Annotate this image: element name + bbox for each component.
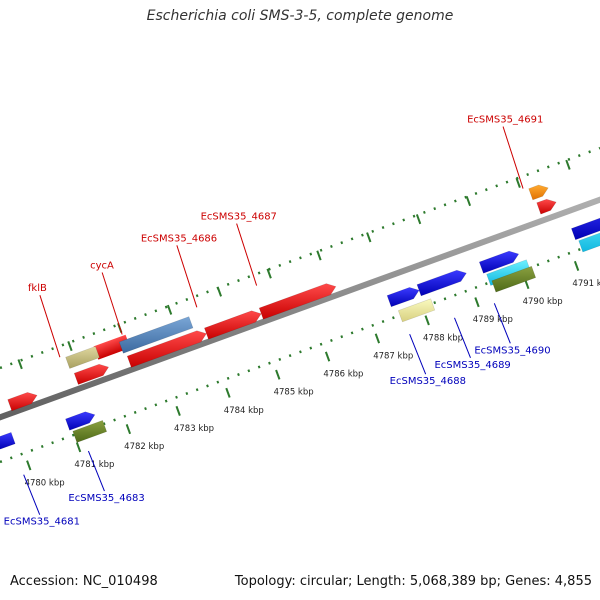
gene-arrow: [536, 198, 557, 215]
genome-backbone: [0, 196, 600, 421]
upper-tick-mark: [17, 359, 23, 370]
gene-label: EcSMS35_4687: [201, 212, 277, 223]
gene-arrow: [528, 184, 549, 201]
reverse-track-dots: [0, 240, 600, 464]
kbp-tick-label: 4791 kbp: [572, 279, 600, 289]
gene-label: EcSMS35_4683: [68, 493, 144, 504]
upper-tick-mark: [465, 195, 472, 207]
kbp-tick-label: 4780 kbp: [25, 478, 65, 488]
kbp-tick-label: 4790 kbp: [523, 297, 563, 307]
upper-tick-mark: [216, 286, 223, 297]
leader-line: [409, 333, 427, 375]
leader-line: [502, 126, 524, 189]
kbp-tick-mark: [374, 333, 381, 344]
gene-arrow: [258, 283, 337, 320]
upper-tick-mark: [565, 159, 571, 170]
leader-line: [236, 223, 258, 286]
gene-arrow: [118, 316, 194, 354]
gene-label: EcSMS35_4691: [467, 115, 543, 126]
gene-arrow: [386, 287, 420, 308]
topology-summary: Topology: circular; Length: 5,068,389 bp…: [234, 574, 592, 589]
gene-arrow: [65, 411, 96, 431]
upper-tick-mark: [415, 214, 422, 225]
gene-arrow: [72, 420, 108, 443]
gene-label: EcSMS35_4689: [434, 360, 510, 371]
gene-arrow: [478, 250, 520, 274]
kbp-tick-mark: [324, 351, 331, 362]
kbp-tick-mark: [175, 405, 181, 416]
kbp-tick-label: 4789 kbp: [473, 315, 513, 325]
kbp-tick-mark: [225, 387, 231, 398]
leader-line: [87, 450, 105, 492]
kbp-tick-label: 4787 kbp: [373, 351, 413, 361]
forward-genes: [93, 334, 131, 360]
gene-arrow: [204, 310, 262, 340]
upper-tick-mark: [316, 250, 322, 261]
leader-line: [101, 272, 123, 335]
gene-arrow: [126, 330, 207, 368]
leader-line: [493, 303, 511, 344]
gene-arrow: [73, 363, 110, 385]
kbp-tick-mark: [75, 442, 82, 453]
gene-label: EcSMS35_4681: [4, 517, 80, 528]
gene-label: EcSMS35_4686: [141, 233, 217, 244]
gene-label: cycA: [90, 261, 114, 272]
leader-line: [23, 474, 41, 515]
gene-arrow: [491, 265, 537, 293]
gene-red-arrow: [93, 334, 131, 360]
gene-label: EcSMS35_4688: [390, 376, 466, 387]
map-title: Escherichia coli SMS-3-5, complete genom…: [146, 8, 454, 24]
gene-arrow: [578, 232, 600, 253]
gene-labels: fklB cycA EcSMS35_4686 EcSMS35_4687 EcSMS35_…: [4, 115, 551, 528]
leader-line: [454, 317, 471, 359]
gene-features: [0, 184, 600, 450]
gene-arrow: [65, 346, 100, 369]
kbp-tick-mark: [26, 460, 32, 471]
kbp-tick-label: 4783 kbp: [174, 424, 214, 434]
kbp-tick-label: 4788 kbp: [423, 333, 463, 343]
kbp-tick-mark: [125, 424, 132, 435]
upper-tick-mark: [366, 232, 372, 243]
gene-arrow: [397, 298, 436, 323]
upper-tick-mark: [266, 268, 272, 279]
leader-line: [176, 245, 198, 308]
kbp-tick-mark: [474, 297, 480, 308]
upper-tick-mark: [67, 341, 73, 352]
gene-arrow: [416, 269, 467, 297]
gene-label: EcSMS35_4690: [474, 345, 550, 356]
forward-track-dots: [0, 146, 600, 370]
kbp-tick-label: 4782 kbp: [124, 442, 164, 452]
gene-arrow: [571, 217, 600, 241]
accession-text: Accession: NC_010498: [10, 574, 158, 589]
label-leader-lines: [23, 126, 524, 515]
gene-arrow: [7, 392, 38, 412]
kbp-tick-label: 4785 kbp: [274, 388, 314, 398]
kbp-tick-label: 4786 kbp: [323, 370, 363, 380]
kbp-tick-mark: [424, 315, 430, 326]
upper-tick-mark: [515, 177, 521, 188]
gene-arrow: [0, 432, 16, 450]
kbp-tick-mark: [275, 369, 281, 380]
gene-label: fklB: [28, 283, 47, 294]
upper-tick-mark: [166, 304, 173, 315]
kbp-tick-mark: [573, 260, 580, 271]
leader-line: [39, 295, 61, 358]
kbp-tick-label: 4784 kbp: [224, 406, 264, 416]
